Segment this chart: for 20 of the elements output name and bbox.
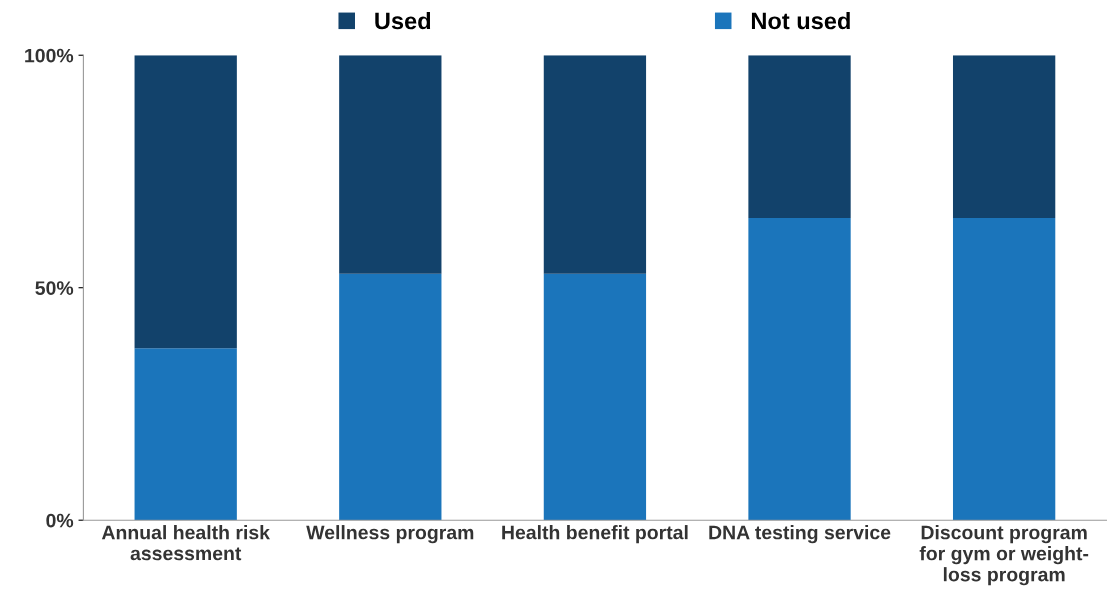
x-tick-label: Annual health risk assessment bbox=[101, 525, 271, 561]
bar bbox=[543, 273, 647, 521]
x-tick-label: Discount program for gym or weight- loss program bbox=[919, 525, 1089, 586]
legend-label: Used bbox=[375, 11, 431, 30]
bar bbox=[952, 55, 1056, 218]
bar bbox=[134, 348, 237, 521]
bar bbox=[748, 55, 851, 218]
x-tick-label: Health benefit portal bbox=[502, 525, 688, 544]
bar bbox=[543, 55, 647, 274]
bar bbox=[339, 273, 442, 521]
y-tick-label: 0% bbox=[46, 513, 74, 528]
y-tick-label: 100% bbox=[25, 48, 74, 63]
x-tick-label: DNA testing service bbox=[709, 525, 891, 544]
bar bbox=[134, 55, 237, 349]
bar bbox=[339, 55, 442, 274]
bar bbox=[952, 217, 1056, 521]
y-tick-label: 50% bbox=[35, 281, 74, 295]
bar bbox=[748, 217, 851, 521]
x-tick-label: Wellness program bbox=[306, 525, 474, 544]
legend-label: Not used bbox=[751, 11, 850, 30]
